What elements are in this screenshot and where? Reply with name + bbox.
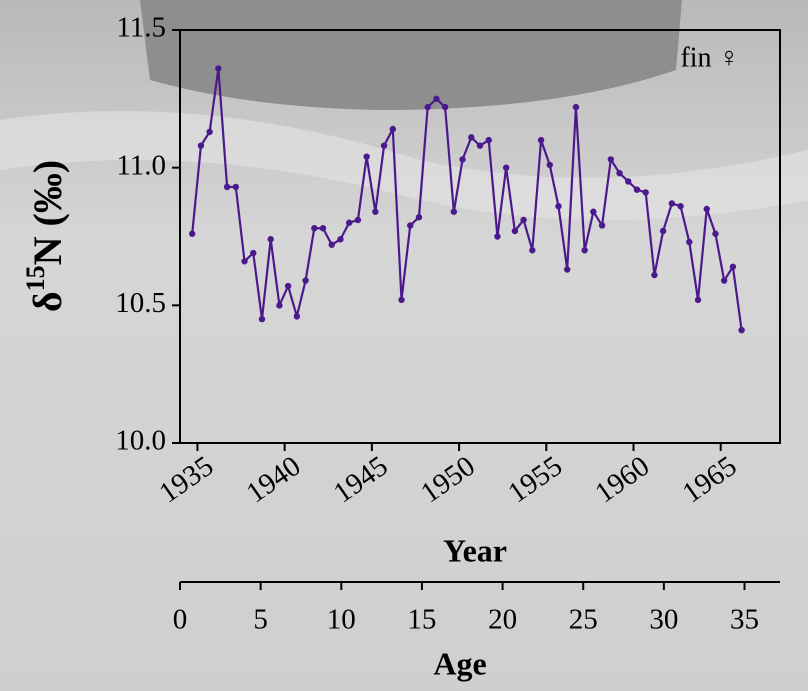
- x2-tick-label: 35: [730, 604, 759, 636]
- annotation: fin ♀: [680, 42, 739, 73]
- data-point: [276, 302, 282, 308]
- data-point: [677, 203, 683, 209]
- data-point: [233, 184, 239, 190]
- data-point: [424, 104, 430, 110]
- data-point: [721, 277, 727, 283]
- data-point: [320, 225, 326, 231]
- data-point: [355, 217, 361, 223]
- data-point: [337, 236, 343, 242]
- x2-tick-label: 5: [253, 604, 268, 636]
- data-point: [669, 200, 675, 206]
- x2-tick-label: 10: [327, 604, 356, 636]
- data-point: [250, 250, 256, 256]
- data-point: [346, 220, 352, 226]
- data-point: [302, 277, 308, 283]
- data-point: [285, 283, 291, 289]
- data-point: [486, 137, 492, 143]
- data-point: [241, 258, 247, 264]
- data-point: [433, 96, 439, 102]
- y-tick-label: 10.0: [115, 425, 166, 457]
- data-point: [329, 242, 335, 248]
- x2-tick-label: 25: [569, 604, 598, 636]
- chart: fin ♀ δ15N (‰) Year Age 10.010.511.011.5…: [0, 0, 808, 691]
- x2-tick-label: 30: [649, 604, 678, 636]
- data-point: [651, 272, 657, 278]
- data-point: [372, 209, 378, 215]
- data-point: [451, 209, 457, 215]
- data-point: [625, 178, 631, 184]
- data-point: [590, 209, 596, 215]
- data-point: [538, 137, 544, 143]
- data-point: [363, 153, 369, 159]
- data-point: [267, 236, 273, 242]
- data-point: [520, 217, 526, 223]
- data-point: [512, 228, 518, 234]
- data-point: [259, 316, 265, 322]
- data-point: [503, 164, 509, 170]
- y-tick-label: 11.5: [116, 12, 166, 44]
- data-point: [398, 297, 404, 303]
- data-point: [407, 222, 413, 228]
- data-point: [660, 228, 666, 234]
- data-point: [642, 189, 648, 195]
- y-label-part: δ: [25, 291, 70, 312]
- data-point: [529, 247, 535, 253]
- data-point: [547, 162, 553, 168]
- data-point: [215, 65, 221, 71]
- data-point: [189, 231, 195, 237]
- data-point: [564, 266, 570, 272]
- data-point: [686, 239, 692, 245]
- data-point: [206, 129, 212, 135]
- data-point: [730, 264, 736, 270]
- data-point: [616, 170, 622, 176]
- data-point: [224, 184, 230, 190]
- data-point: [442, 104, 448, 110]
- data-point: [294, 313, 300, 319]
- y-label-superscript: 15: [21, 265, 50, 291]
- data-point: [573, 104, 579, 110]
- data-point: [608, 156, 614, 162]
- data-point: [555, 203, 561, 209]
- data-point: [494, 233, 500, 239]
- x2-tick-label: 0: [173, 604, 188, 636]
- data-point: [311, 225, 317, 231]
- x2-tick-label: 15: [407, 604, 436, 636]
- y-tick-label: 11.0: [116, 149, 166, 181]
- data-point: [738, 327, 744, 333]
- data-point: [468, 134, 474, 140]
- data-point: [581, 247, 587, 253]
- x2-tick-label: 20: [488, 604, 517, 636]
- data-point: [695, 297, 701, 303]
- x2-axis-label: Age: [433, 645, 486, 681]
- data-point: [634, 186, 640, 192]
- data-point: [416, 214, 422, 220]
- data-point: [712, 231, 718, 237]
- y-label-part: N (‰): [25, 160, 70, 266]
- data-point: [477, 142, 483, 148]
- data-point: [198, 142, 204, 148]
- y-tick-label: 10.5: [115, 287, 166, 319]
- data-point: [390, 126, 396, 132]
- data-point: [381, 142, 387, 148]
- data-point: [704, 206, 710, 212]
- x-axis-label: Year: [443, 532, 507, 568]
- data-point: [459, 156, 465, 162]
- data-point: [599, 222, 605, 228]
